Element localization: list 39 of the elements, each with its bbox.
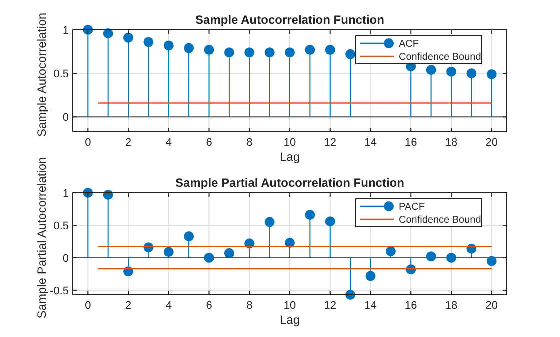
x-tick-label: 10: [284, 300, 296, 312]
x-tick-label: 18: [445, 137, 458, 149]
y-tick-label: 0.5: [54, 68, 69, 81]
x-axis-title: Lag: [280, 313, 300, 327]
x-tick-label: 12: [324, 137, 336, 149]
x-tick-label: 4: [166, 137, 172, 149]
x-tick-label: 8: [246, 137, 253, 149]
legend-label: Confidence Bound: [399, 52, 482, 63]
x-tick-label: 20: [486, 137, 498, 149]
x-tick-label: 2: [125, 300, 132, 312]
x-tick-label: 10: [284, 137, 296, 149]
x-tick-label: 12: [324, 300, 336, 312]
x-tick-label: 14: [364, 300, 377, 312]
chart-title: Sample Autocorrelation Function: [196, 13, 384, 27]
y-tick-label: -0.5: [50, 285, 69, 298]
x-tick-label: 0: [85, 137, 92, 149]
y-tick-label: 0: [62, 252, 69, 265]
x-tick-label: 16: [404, 137, 418, 149]
x-tick-label: 4: [166, 300, 172, 312]
x-tick-label: 18: [445, 300, 458, 312]
x-tick-label: 6: [206, 137, 212, 149]
chart-title: Sample Partial Autocorrelation Function: [176, 176, 404, 190]
y-tick-label: 0.5: [54, 220, 69, 232]
y-tick-label: 1: [62, 188, 69, 200]
x-tick-label: 16: [404, 300, 418, 312]
y-axis-title: Sample Partial Autocorrelation: [35, 157, 49, 319]
y-tick-label: 0: [62, 112, 69, 124]
x-axis-title: Lag: [280, 150, 300, 164]
legend-label: Confidence Bound: [399, 215, 482, 226]
x-tick-label: 8: [246, 300, 253, 312]
x-tick-label: 0: [85, 300, 92, 312]
x-tick-label: 20: [486, 300, 498, 312]
legend-label: ACF: [399, 39, 419, 50]
legend-label: PACF: [399, 202, 425, 213]
x-tick-label: 14: [364, 137, 377, 149]
y-tick-label: 1: [62, 25, 69, 37]
y-axis-title: Sample Autocorrelation: [35, 12, 49, 138]
x-tick-label: 2: [125, 137, 132, 149]
x-tick-label: 6: [206, 300, 212, 312]
